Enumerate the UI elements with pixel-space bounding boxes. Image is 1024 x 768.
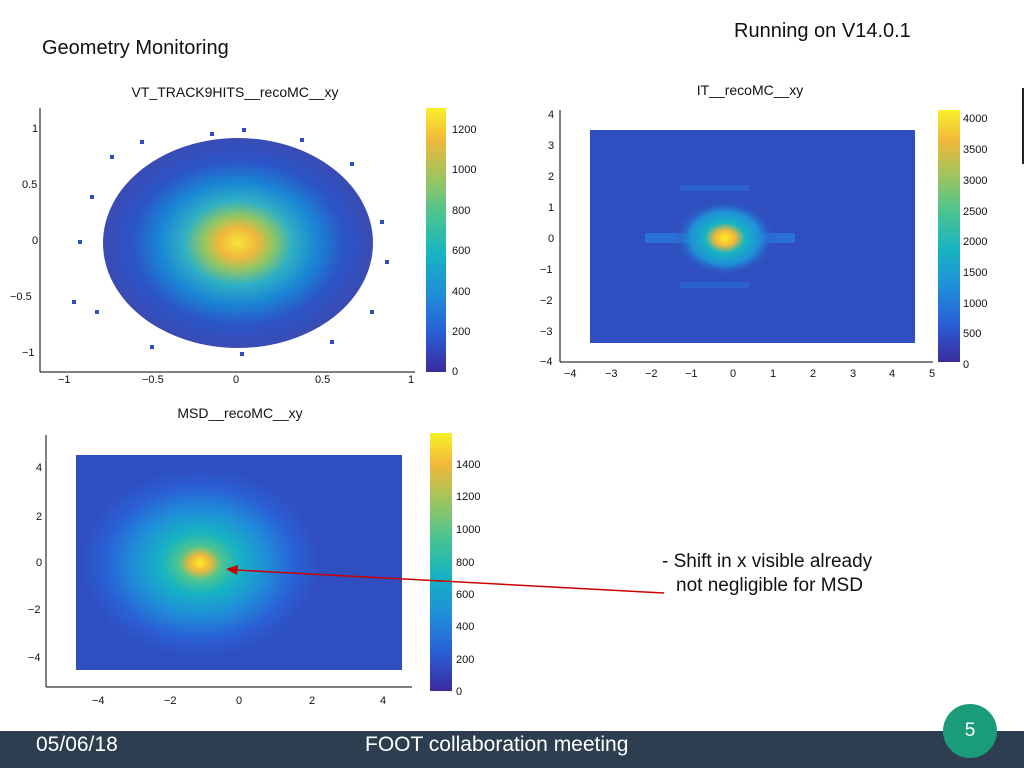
msd-y-tick: 4 <box>36 462 43 474</box>
footer-bar <box>0 731 1024 768</box>
vt-plot-title: VT_TRACK9HITS__recoMC__xy <box>131 84 339 100</box>
msd-colorbar-tick: 400 <box>456 621 475 633</box>
vt-y-tick: 1 <box>32 123 39 135</box>
vt-outer-hits <box>72 128 389 356</box>
vt-colorbar-tick: 200 <box>452 326 471 338</box>
annotation-line-2: not negligible for MSD <box>676 575 863 596</box>
footer-date: 05/06/18 <box>36 733 118 756</box>
it-y-tick: −2 <box>540 295 553 307</box>
it-y-tick: −1 <box>540 264 553 276</box>
it-x-tick: −2 <box>645 368 658 380</box>
msd-colorbar-tick: 200 <box>456 654 475 666</box>
page-number-badge: 5 <box>943 704 997 758</box>
vt-colorbar-tick: 800 <box>452 205 471 217</box>
msd-x-tick: 0 <box>236 695 243 707</box>
it-hit-peak <box>675 200 775 276</box>
it-histogram <box>559 110 960 363</box>
it-x-tick: 0 <box>730 368 737 380</box>
vt-x-tick: 0 <box>233 374 240 386</box>
it-colorbar-tick: 2500 <box>963 206 988 218</box>
msd-y-tick: 0 <box>36 557 43 569</box>
msd-x-tick: −2 <box>164 695 177 707</box>
it-colorbar-tick: 1000 <box>963 298 988 310</box>
msd-x-tick: 2 <box>309 695 316 707</box>
it-x-tick: 2 <box>810 368 817 380</box>
msd-y-tick: 2 <box>36 511 43 523</box>
it-colorbar <box>938 110 960 362</box>
footer-meeting-title: FOOT collaboration meeting <box>365 733 629 756</box>
it-upper-band <box>680 185 750 191</box>
msd-colorbar-tick: 1400 <box>456 459 481 471</box>
it-x-tick: 3 <box>850 368 857 380</box>
vt-histogram <box>39 108 446 373</box>
msd-x-tick: 4 <box>380 695 387 707</box>
it-y-tick: 0 <box>548 233 555 245</box>
it-x-tick: 1 <box>770 368 777 380</box>
it-lower-band <box>680 282 750 288</box>
version-note: Running on V14.0.1 <box>734 20 911 42</box>
vt-y-tick: −1 <box>22 347 35 359</box>
vt-colorbar-tick: 1200 <box>452 124 477 136</box>
msd-colorbar-tick: 0 <box>456 686 463 698</box>
it-colorbar-tick: 4000 <box>963 113 988 125</box>
it-x-tick: 5 <box>929 368 936 380</box>
it-y-tick: 1 <box>548 202 555 214</box>
it-y-tick: −4 <box>540 356 553 368</box>
annotation-text: - Shift in x visible already not negligi… <box>662 550 872 598</box>
vt-colorbar <box>426 108 446 372</box>
msd-colorbar-tick: 1000 <box>456 524 481 536</box>
it-colorbar-tick: 3000 <box>963 175 988 187</box>
vt-y-tick: 0 <box>32 235 39 247</box>
it-x-tick: −3 <box>605 368 618 380</box>
edge-divider <box>1022 88 1024 164</box>
it-colorbar-tick: 0 <box>963 359 970 371</box>
it-y-tick: 3 <box>548 140 555 152</box>
annotation-line-1: - Shift in x visible already <box>662 551 873 572</box>
vt-y-tick: 0.5 <box>22 179 38 191</box>
it-colorbar-tick: 3500 <box>963 144 988 156</box>
msd-histogram <box>45 433 452 691</box>
it-colorbar-tick: 500 <box>963 328 982 340</box>
vt-colorbar-tick: 400 <box>452 286 471 298</box>
it-colorbar-tick: 1500 <box>963 267 988 279</box>
msd-x-tick: −4 <box>92 695 105 707</box>
it-x-tick: −4 <box>564 368 577 380</box>
msd-colorbar-tick: 800 <box>456 557 475 569</box>
slide-title: Geometry Monitoring <box>42 37 229 59</box>
it-y-tick: 2 <box>548 171 555 183</box>
it-x-tick: 4 <box>889 368 896 380</box>
msd-y-tick: −2 <box>28 604 41 616</box>
vt-y-tick: −0.5 <box>10 291 32 303</box>
vt-x-tick: −1 <box>58 374 71 386</box>
vt-x-tick: −0.5 <box>142 374 164 386</box>
it-colorbar-tick: 2000 <box>963 236 988 248</box>
msd-colorbar <box>430 433 452 691</box>
msd-colorbar-tick: 600 <box>456 589 475 601</box>
vt-colorbar-tick: 1000 <box>452 164 477 176</box>
msd-colorbar-tick: 1200 <box>456 491 481 503</box>
vt-x-tick: 1 <box>408 374 415 386</box>
msd-plot-title: MSD__recoMC__xy <box>177 405 303 421</box>
msd-hit-distribution <box>80 468 320 658</box>
it-x-tick: −1 <box>685 368 698 380</box>
vt-colorbar-tick: 600 <box>452 245 471 257</box>
msd-y-tick: −4 <box>28 652 41 664</box>
vt-x-tick: 0.5 <box>315 374 331 386</box>
it-y-tick: −3 <box>540 326 553 338</box>
vt-colorbar-tick: 0 <box>452 366 459 378</box>
vt-hit-distribution <box>103 138 373 348</box>
it-plot-title: IT__recoMC__xy <box>696 82 804 98</box>
it-y-tick: 4 <box>548 109 555 121</box>
